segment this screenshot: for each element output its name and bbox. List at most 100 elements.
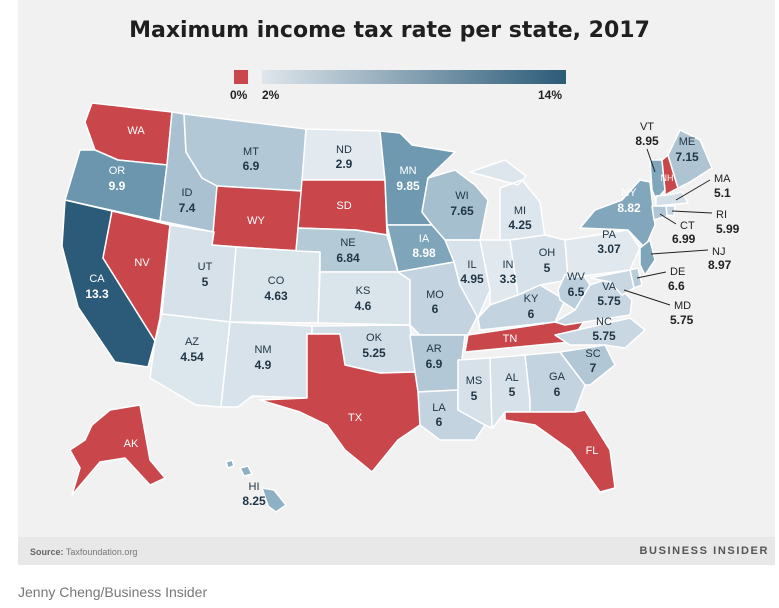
value-pa: 3.07 (597, 242, 621, 256)
label-nc: NC (596, 316, 612, 328)
label-mn: MN (399, 165, 416, 177)
value-ia: 8.98 (412, 246, 436, 260)
label-ga: GA (549, 371, 566, 383)
label-ne: NE (340, 237, 355, 249)
value-hi: 8.25 (242, 494, 266, 508)
value-ut: 5 (202, 275, 209, 289)
value-mi: 4.25 (508, 218, 532, 232)
source-label: Source: (30, 547, 64, 557)
label-va: VA (602, 281, 617, 293)
value-ny: 8.82 (617, 201, 641, 215)
value-nd: 2.9 (336, 157, 353, 171)
value-ok: 5.25 (362, 346, 386, 360)
legend-gradient-bar (262, 70, 566, 84)
label-ut: UT (198, 261, 213, 273)
label-mi: MI (514, 205, 526, 217)
label-ri: RI (716, 209, 727, 221)
leader-ri (671, 210, 713, 214)
state-ky (477, 284, 566, 331)
state-ak (69, 404, 166, 496)
value-nc: 5.75 (592, 329, 616, 343)
label-ar: AR (426, 343, 441, 355)
label-tx: TX (348, 412, 363, 424)
state-hi (225, 459, 287, 513)
value-de: 6.6 (668, 279, 685, 293)
label-az: AZ (185, 336, 199, 348)
label-nd: ND (336, 144, 352, 156)
footer-bar (18, 537, 775, 565)
legend-low-label: 2% (262, 88, 280, 102)
state-me (667, 129, 713, 189)
label-md: MD (674, 300, 691, 312)
value-wi: 7.65 (450, 204, 474, 218)
label-tn: TN (503, 333, 518, 345)
label-ky: KY (524, 293, 539, 305)
leader-ma (675, 179, 711, 201)
value-co: 4.63 (264, 289, 288, 303)
label-mt: MT (243, 146, 259, 158)
label-or: OR (109, 165, 126, 177)
label-wv: WV (567, 271, 585, 283)
value-al: 5 (509, 385, 516, 399)
value-ct: 6.99 (672, 232, 696, 246)
value-id: 7.4 (179, 201, 196, 215)
source-text: Taxfoundation.org (65, 547, 138, 557)
label-ma: MA (714, 173, 731, 185)
label-oh: OH (539, 247, 556, 259)
state-nj (639, 239, 656, 276)
label-ks: KS (356, 285, 371, 297)
value-md: 5.75 (670, 313, 694, 327)
label-pa: PA (602, 229, 617, 241)
label-mo: MO (426, 289, 444, 301)
label-nj: NJ (712, 246, 725, 258)
label-il: IL (467, 259, 476, 271)
value-oh: 5 (544, 261, 551, 275)
value-ne: 6.84 (336, 251, 360, 265)
value-ms: 5 (471, 389, 478, 403)
label-me: ME (679, 136, 696, 148)
value-vt: 8.95 (635, 134, 659, 148)
value-mo: 6 (432, 302, 439, 316)
label-sc: SC (585, 348, 600, 360)
label-ok: OK (366, 332, 383, 344)
label-ia: IA (419, 233, 430, 245)
value-ks: 4.6 (355, 299, 372, 313)
label-ms: MS (466, 375, 483, 387)
external-labels: VT 8.95 MA 5.1 RI 5.99 CT 6.99 NJ 8.97 D… (124, 121, 740, 508)
state-nh (661, 154, 679, 196)
label-nm: NM (254, 344, 271, 356)
value-az: 4.54 (180, 350, 204, 364)
legend: 0% 2% 14% (0, 70, 779, 106)
value-mt: 6.9 (243, 159, 260, 173)
value-ga: 6 (554, 385, 561, 399)
value-in: 3.3 (500, 272, 517, 286)
label-vt: VT (640, 121, 654, 133)
state-va (554, 277, 633, 326)
label-in: IN (503, 259, 514, 271)
label-de: DE (670, 266, 685, 278)
label-hi: HI (249, 481, 260, 493)
value-sc: 7 (590, 361, 597, 375)
value-il: 4.95 (460, 272, 484, 286)
leader-ct (659, 213, 677, 225)
label-nh: NH (661, 173, 674, 183)
state-tx (259, 333, 423, 473)
label-fl: FL (586, 445, 599, 457)
label-ny: NY (621, 187, 637, 199)
label-wy: WY (247, 215, 265, 227)
value-nj: 8.97 (708, 258, 732, 272)
leader-de (636, 271, 667, 279)
legend-zero-label: 0% (230, 88, 248, 102)
label-wa: WA (127, 125, 145, 137)
state-pa (564, 229, 641, 279)
value-mn: 9.85 (396, 179, 420, 193)
state-sc (559, 344, 616, 386)
value-ca: 13.3 (85, 287, 109, 301)
label-nv: NV (134, 257, 150, 269)
value-ri: 5.99 (716, 222, 740, 236)
value-ar: 6.9 (426, 357, 443, 371)
state-nc (554, 317, 646, 349)
label-co: CO (268, 275, 285, 287)
leader-vt (646, 148, 656, 173)
